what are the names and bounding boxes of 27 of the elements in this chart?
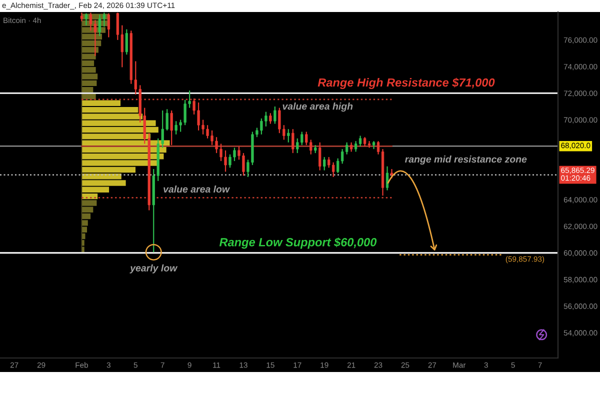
candlestick — [170, 110, 173, 146]
candlestick — [94, 19, 97, 56]
candlestick — [376, 140, 380, 155]
ref-line-label: Range Low Support $60,000 — [219, 237, 377, 249]
candlestick — [107, 12, 110, 38]
candlestick — [368, 140, 371, 148]
candlestick — [287, 128, 290, 143]
candlestick — [323, 156, 326, 171]
candlestick — [354, 140, 358, 152]
annotation: yearly low — [130, 264, 178, 274]
candlestick — [292, 128, 294, 154]
candlestick — [125, 28, 128, 56]
candlestick — [358, 135, 362, 147]
candlestick — [390, 168, 394, 179]
candlestick — [274, 106, 276, 124]
candlestick — [84, 12, 88, 26]
annotation: value area low — [164, 185, 230, 193]
candlestick — [318, 142, 322, 171]
candlestick — [269, 112, 272, 124]
candlestick — [386, 166, 389, 191]
candlestick — [350, 142, 353, 152]
candlestick — [363, 136, 366, 147]
annotation: value area high — [282, 102, 353, 112]
candlestick — [98, 14, 102, 37]
candlestick — [89, 12, 92, 32]
annotation: range mid resistance zone — [405, 156, 527, 165]
ref-line-label: Range High Resistance $71,000 — [318, 78, 495, 90]
